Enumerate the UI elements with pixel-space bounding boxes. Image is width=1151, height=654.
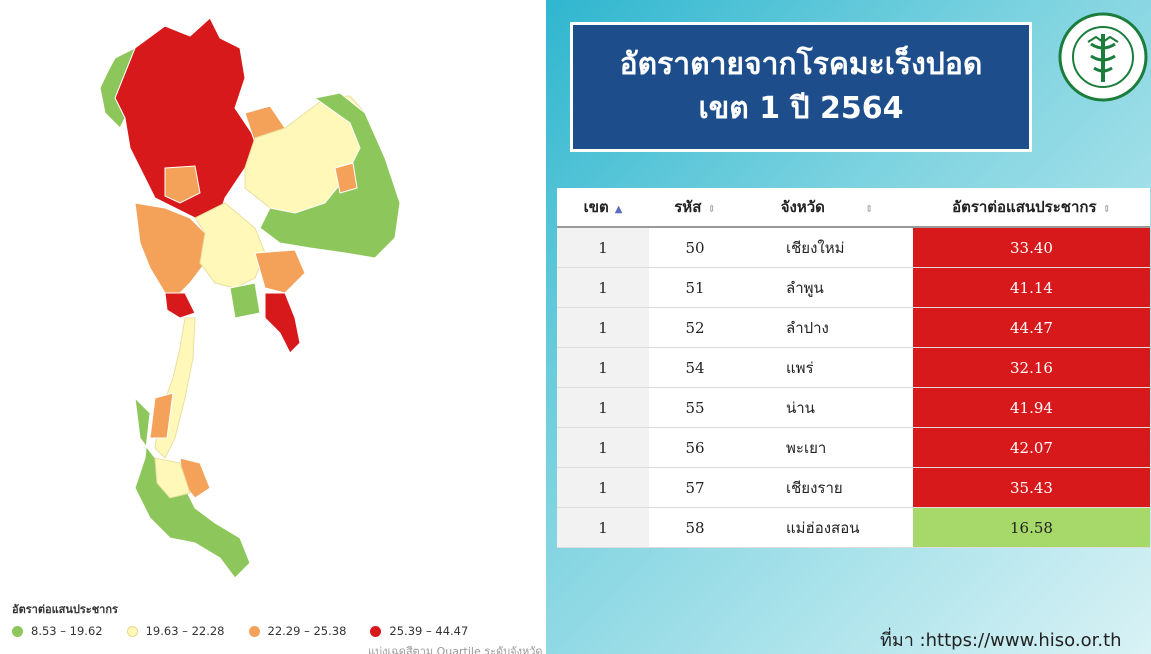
cell-zone: 1 xyxy=(557,507,649,548)
region-maehongson-green xyxy=(99,46,136,129)
cell-rate: 16.58 xyxy=(913,507,1150,548)
column-header-province[interactable]: จังหวัด ⇕ xyxy=(741,188,913,228)
region-north-orange2 xyxy=(164,165,201,204)
legend-label-3: 22.29 – 25.38 xyxy=(267,624,347,638)
region-central-green xyxy=(229,282,261,319)
region-east-red xyxy=(264,292,301,354)
title-line-2: เขต 1 ปี 2564 xyxy=(698,91,904,126)
legend-dot-2 xyxy=(126,625,138,637)
table-row: 1 55 น่าน 41.94 xyxy=(557,387,1150,428)
region-central-red xyxy=(164,292,196,319)
table-row: 1 52 ลำปาง 44.47 xyxy=(557,307,1150,348)
cell-province: ลำพูน xyxy=(741,267,913,308)
legend-item: 19.63 – 22.28 xyxy=(126,624,225,638)
sort-icon[interactable]: ⇕ xyxy=(1102,204,1111,215)
region-northeast-orange xyxy=(334,162,358,194)
region-central-orange xyxy=(254,249,306,294)
cell-rate: 35.43 xyxy=(913,467,1150,508)
title-line-1: อัตราตายจากโรคมะเร็งปอด xyxy=(619,47,983,82)
thailand-choropleth-map xyxy=(99,18,401,579)
legend-label-4: 25.39 – 44.47 xyxy=(389,624,469,638)
legend-dot-1 xyxy=(12,625,23,637)
sort-icon[interactable]: ⇕ xyxy=(707,204,716,215)
cell-code: 55 xyxy=(649,387,741,428)
cell-rate: 41.94 xyxy=(913,387,1150,428)
cell-code: 52 xyxy=(649,307,741,348)
cell-zone: 1 xyxy=(557,347,649,388)
cell-zone: 1 xyxy=(557,267,649,308)
cell-zone: 1 xyxy=(557,427,649,468)
table-header-row: เขต ▲ รหัส ⇕ จังหวัด ⇕ อัตราต่อแสนประชากร ⇕ xyxy=(557,188,1150,228)
health-office-logo xyxy=(1058,12,1148,102)
cell-code: 56 xyxy=(649,427,741,468)
cell-zone: 1 xyxy=(557,307,649,348)
cell-code: 51 xyxy=(649,267,741,308)
cell-rate: 44.47 xyxy=(913,307,1150,348)
cell-province: ลำปาง xyxy=(741,307,913,348)
region-south-orange xyxy=(149,392,174,439)
map-panel: อัตราต่อแสนประชากร 8.53 – 19.62 19.63 – … xyxy=(0,0,546,654)
legend-title: อัตราต่อแสนประชากร xyxy=(12,603,118,616)
province-rate-table: เขต ▲ รหัส ⇕ จังหวัด ⇕ อัตราต่อแสนประชากร ⇕ … xyxy=(557,188,1150,548)
legend-item: 8.53 – 19.62 xyxy=(12,624,103,638)
cell-province: พะเยา xyxy=(741,427,913,468)
table-row: 1 51 ลำพูน 41.14 xyxy=(557,267,1150,308)
region-south-yellow2 xyxy=(154,457,191,499)
cell-province: แม่ฮ่องสอน xyxy=(741,507,913,548)
sort-icon[interactable]: ⇕ xyxy=(864,204,874,215)
cell-province: แพร่ xyxy=(741,347,913,388)
cell-zone: 1 xyxy=(557,227,649,268)
column-header-rate[interactable]: อัตราต่อแสนประชากร ⇕ xyxy=(913,188,1150,228)
sort-asc-icon[interactable]: ▲ xyxy=(614,204,623,215)
source-credit: ที่มา :https://www.hiso.or.th xyxy=(880,630,1122,651)
cell-province: เชียงราย xyxy=(741,467,913,508)
legend-dot-3 xyxy=(248,625,260,637)
table-row: 1 50 เชียงใหม่ 33.40 xyxy=(557,227,1150,268)
cell-rate: 33.40 xyxy=(913,227,1150,268)
cell-code: 57 xyxy=(649,467,741,508)
region-central-yellow xyxy=(194,202,266,289)
legend-dot-4 xyxy=(370,625,382,637)
column-header-zone[interactable]: เขต ▲ xyxy=(557,188,649,228)
legend-item: 22.29 – 25.38 xyxy=(248,624,347,638)
map-legend: 8.53 – 19.62 19.63 – 22.28 22.29 – 25.38… xyxy=(12,624,492,638)
legend-item: 25.39 – 44.47 xyxy=(370,624,468,638)
legend-label-1: 8.53 – 19.62 xyxy=(31,624,103,638)
legend-note: แบ่งเฉดสีตาม Quartile ระดับจังหวัด xyxy=(368,645,543,654)
cell-rate: 41.14 xyxy=(913,267,1150,308)
table-row: 1 58 แม่ฮ่องสอน 16.58 xyxy=(557,507,1150,548)
cell-code: 58 xyxy=(649,507,741,548)
cell-rate: 42.07 xyxy=(913,427,1150,468)
legend-label-2: 19.63 – 22.28 xyxy=(145,624,225,638)
region-north-red xyxy=(114,18,256,229)
cell-zone: 1 xyxy=(557,387,649,428)
table-row: 1 57 เชียงราย 35.43 xyxy=(557,467,1150,508)
cell-province: เชียงใหม่ xyxy=(741,227,913,268)
title-banner: อัตราตายจากโรคมะเร็งปอด เขต 1 ปี 2564 xyxy=(570,22,1032,152)
cell-code: 50 xyxy=(649,227,741,268)
column-header-code[interactable]: รหัส ⇕ xyxy=(649,188,741,228)
region-west-orange xyxy=(134,202,206,299)
cell-zone: 1 xyxy=(557,467,649,508)
table-row: 1 54 แพร่ 32.16 xyxy=(557,347,1150,388)
cell-rate: 32.16 xyxy=(913,347,1150,388)
cell-code: 54 xyxy=(649,347,741,388)
cell-province: น่าน xyxy=(741,387,913,428)
table-row: 1 56 พะเยา 42.07 xyxy=(557,427,1150,468)
